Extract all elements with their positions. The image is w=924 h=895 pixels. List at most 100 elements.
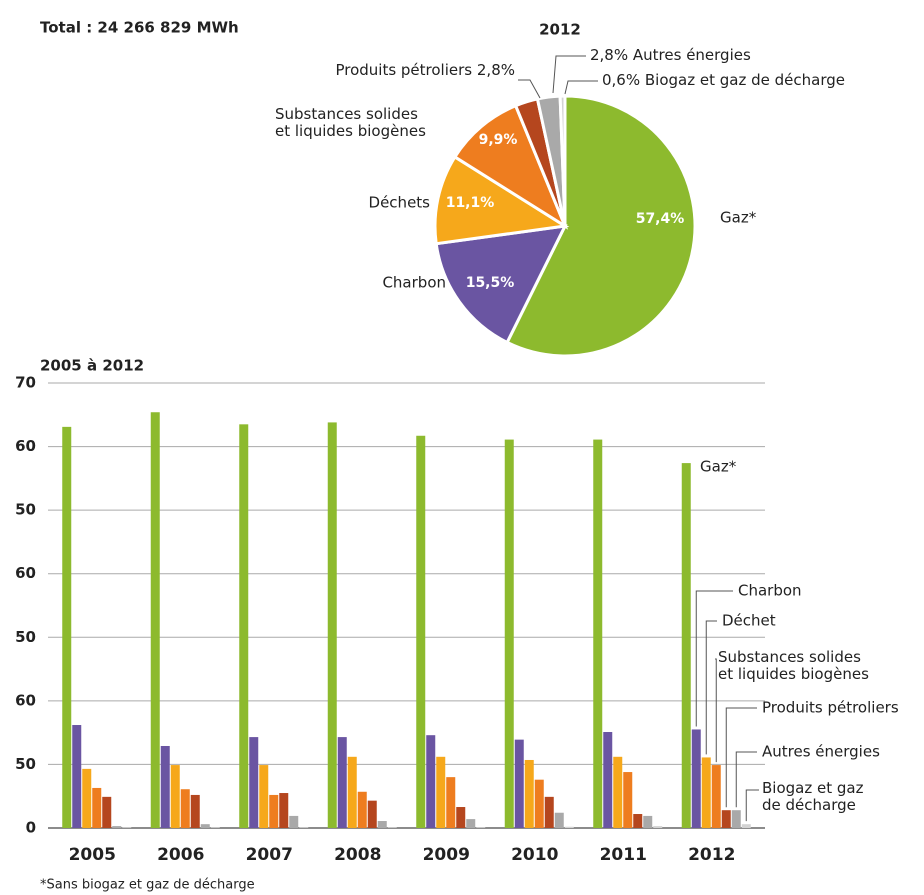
bar: [691, 729, 701, 828]
bar: [387, 827, 397, 828]
bar: [92, 787, 102, 828]
bar: [711, 765, 721, 828]
bar: [544, 796, 554, 828]
bar: [564, 826, 574, 828]
bar: [72, 725, 82, 828]
bar: [200, 824, 210, 828]
bar: [102, 796, 112, 828]
bar: [279, 793, 289, 828]
bar: [239, 424, 249, 828]
leader: [695, 590, 733, 727]
leader: [564, 80, 598, 95]
slice-label: Produits pétroliers 2,8%: [335, 61, 515, 79]
bar: [603, 732, 613, 828]
pie-slice: [452, 103, 569, 230]
leader: [745, 789, 759, 822]
bar: [62, 426, 72, 828]
pie-slice: [434, 224, 568, 345]
bar: [476, 827, 486, 828]
bar: [504, 439, 514, 828]
slice-value-label: 2,8%: [477, 61, 515, 79]
bar: [327, 422, 337, 828]
y-tick-label: 50: [15, 628, 36, 646]
leader: [552, 55, 586, 94]
leader: [725, 707, 757, 808]
bar: [466, 819, 476, 828]
slice-label: Déchets: [369, 194, 431, 212]
x-tick-label: 2008: [334, 845, 381, 865]
slice-label: Gaz*: [720, 209, 757, 227]
pie-slice: [505, 94, 697, 358]
bar: [377, 821, 387, 828]
footnote: *Sans biogaz et gaz de décharge: [40, 878, 255, 893]
legend-label: Produits pétroliers: [762, 699, 899, 717]
bar: [653, 826, 663, 828]
pie-slice: [558, 94, 567, 227]
bar: [190, 794, 200, 828]
leader: [518, 79, 541, 99]
slice-label-name: Produits pétroliers: [335, 61, 472, 79]
x-tick-label: 2012: [688, 845, 735, 865]
slice-label-name: Biogaz et gaz de décharge: [645, 71, 845, 89]
slice-label: Substances solides et liquides biogènes: [275, 105, 426, 140]
slice-label: Charbon: [382, 274, 446, 292]
x-tick-label: 2010: [511, 845, 558, 865]
bar: [721, 810, 731, 828]
bar: [170, 765, 180, 828]
bar-title: 2005 à 2012: [40, 357, 144, 375]
bar: [337, 737, 347, 828]
leader: [715, 658, 717, 763]
bar: [150, 412, 160, 828]
slice-value-label: 57,4%: [636, 211, 685, 227]
x-tick-label: 2005: [69, 845, 116, 865]
legend-label: Autres énergies: [762, 743, 880, 761]
y-tick-label: 60: [15, 691, 36, 709]
bar: [112, 826, 122, 828]
bar: [367, 800, 377, 828]
legend-label: Substances solides et liquides biogènes: [718, 648, 869, 683]
pie-title: 2012: [539, 21, 581, 39]
total: Total : 24 266 829 MWh: [40, 19, 239, 37]
legend-label: Biogaz et gaz de décharge: [762, 779, 864, 814]
slice-value-label: 2,8%: [590, 46, 628, 64]
bar: [701, 757, 711, 828]
bar: [289, 815, 299, 828]
bar: [456, 807, 466, 828]
slice-label: 2,8% Autres énergies: [590, 46, 751, 64]
bar: [82, 768, 92, 828]
leader: [735, 751, 757, 808]
slice-value-label: 9,9%: [479, 132, 518, 148]
slice-value-label: 11,1%: [446, 195, 495, 211]
bar: [623, 772, 633, 828]
bar: [160, 745, 170, 828]
y-tick-label: 60: [15, 564, 36, 582]
bar: [534, 779, 544, 828]
bar: [731, 810, 741, 828]
slice-value-label: 15,5%: [466, 275, 515, 291]
bar: [741, 824, 751, 828]
legend-label: Charbon: [738, 582, 802, 600]
y-tick-label: 50: [15, 755, 36, 773]
bar: [643, 815, 653, 828]
x-tick-label: 2011: [600, 845, 647, 865]
bar: [593, 439, 603, 828]
bar: [210, 827, 220, 828]
slice-label: 0,6% Biogaz et gaz de décharge: [602, 71, 845, 89]
y-tick-label: 70: [15, 374, 36, 392]
slice-label-name: Autres énergies: [633, 46, 751, 64]
bar: [347, 756, 357, 828]
bar: [122, 827, 132, 828]
bar: [259, 765, 269, 828]
bar: [613, 756, 623, 828]
bar: [357, 791, 367, 828]
bar: [436, 756, 446, 828]
bar: [249, 737, 259, 828]
bar: [514, 739, 524, 828]
legend-label: Déchet: [722, 612, 776, 630]
bar: [416, 435, 426, 828]
y-tick-label: 0: [26, 819, 36, 837]
bar: [426, 735, 436, 828]
y-tick-label: 60: [15, 437, 36, 455]
